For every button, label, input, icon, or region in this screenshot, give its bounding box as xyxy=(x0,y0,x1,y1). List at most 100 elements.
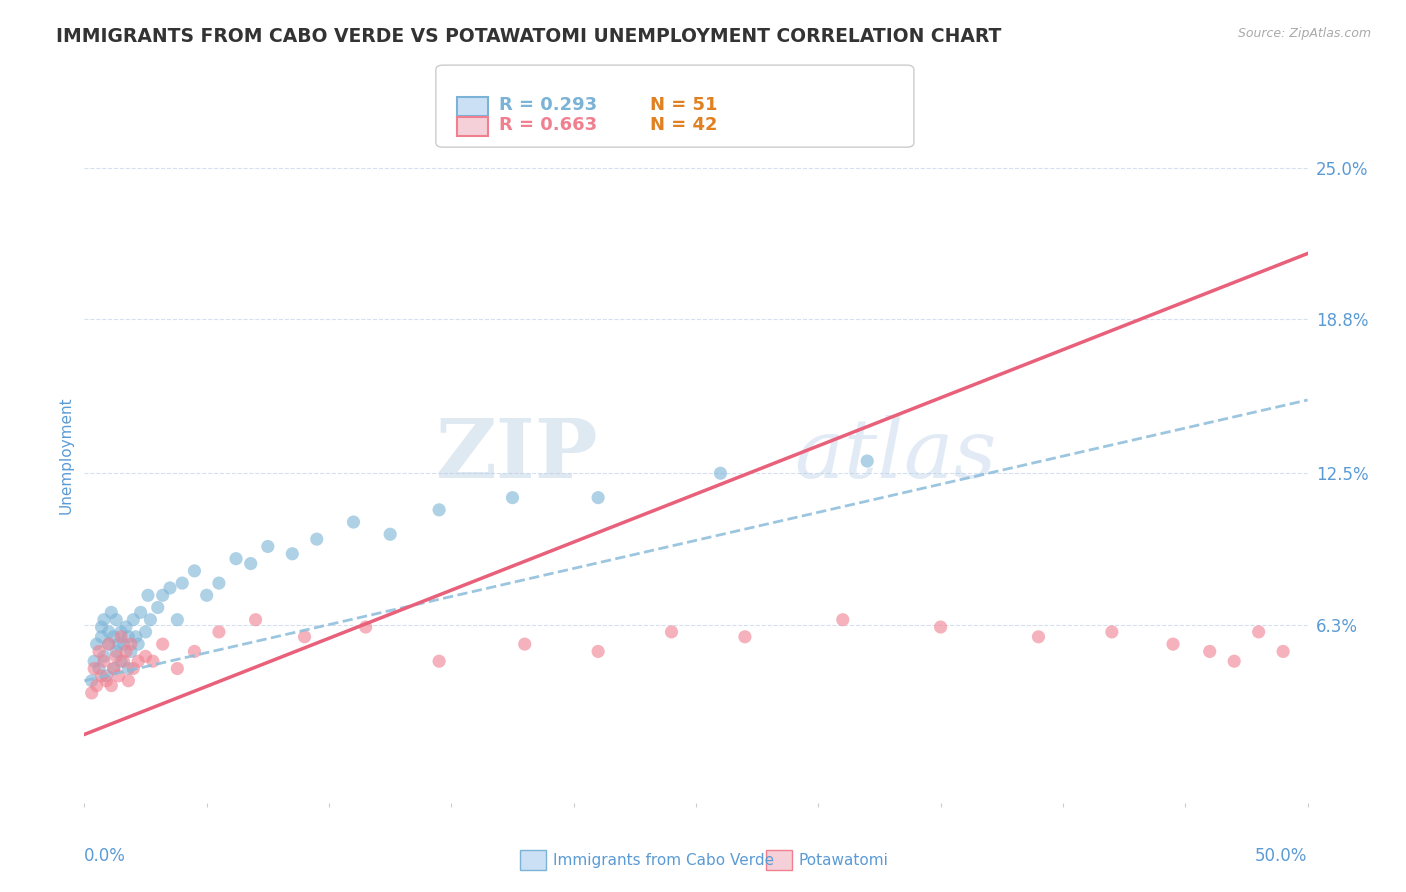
Point xyxy=(112,637,135,651)
Point xyxy=(342,515,364,529)
Point xyxy=(97,637,120,651)
Point xyxy=(129,606,152,620)
Point xyxy=(93,613,115,627)
Point xyxy=(172,576,194,591)
Point xyxy=(112,654,135,668)
Point xyxy=(122,613,145,627)
Point xyxy=(86,679,108,693)
Point xyxy=(136,588,159,602)
Point xyxy=(929,620,952,634)
Text: atlas: atlas xyxy=(794,415,997,495)
Point xyxy=(117,661,139,675)
Point xyxy=(305,532,328,546)
Text: 50.0%: 50.0% xyxy=(1256,847,1308,864)
Point xyxy=(96,669,118,683)
Point xyxy=(83,661,105,675)
Point xyxy=(142,654,165,668)
Point xyxy=(125,630,148,644)
Point xyxy=(257,540,280,554)
Point xyxy=(80,673,103,688)
Point xyxy=(225,551,247,566)
Text: Source: ZipAtlas.com: Source: ZipAtlas.com xyxy=(1237,27,1371,40)
Point xyxy=(427,503,450,517)
Point xyxy=(661,624,683,639)
Point xyxy=(117,630,139,644)
Point xyxy=(354,620,377,634)
Point xyxy=(586,491,609,505)
Point xyxy=(1272,644,1295,658)
Point xyxy=(513,637,536,651)
Point xyxy=(96,673,118,688)
Point xyxy=(166,613,188,627)
Point xyxy=(709,467,731,481)
Text: N = 51: N = 51 xyxy=(650,96,717,114)
Point xyxy=(856,454,879,468)
Point xyxy=(105,613,128,627)
Point xyxy=(100,679,122,693)
Y-axis label: Unemployment: Unemployment xyxy=(58,396,73,514)
Point xyxy=(734,630,756,644)
Point xyxy=(86,637,108,651)
Point xyxy=(1223,654,1246,668)
Text: ZIP: ZIP xyxy=(436,415,598,495)
Point xyxy=(107,669,129,683)
Point xyxy=(135,624,157,639)
Point xyxy=(152,637,174,651)
Point xyxy=(245,613,267,627)
Point xyxy=(90,620,112,634)
Point xyxy=(97,624,120,639)
Point xyxy=(195,588,218,602)
Point xyxy=(117,673,139,688)
Point xyxy=(139,613,162,627)
Point xyxy=(427,654,450,668)
Point xyxy=(1198,644,1220,658)
Point xyxy=(1101,624,1123,639)
Point xyxy=(122,661,145,675)
Point xyxy=(208,624,231,639)
Point xyxy=(239,557,262,571)
Point xyxy=(97,637,120,651)
Point xyxy=(103,661,125,675)
Point xyxy=(105,644,128,658)
Point xyxy=(115,620,138,634)
Point xyxy=(502,491,524,505)
Point xyxy=(1247,624,1270,639)
Point xyxy=(120,637,142,651)
Point xyxy=(100,606,122,620)
Point xyxy=(115,644,138,658)
Point xyxy=(294,630,316,644)
Point xyxy=(80,686,103,700)
Text: N = 42: N = 42 xyxy=(650,116,717,134)
Point xyxy=(586,644,609,658)
Text: Immigrants from Cabo Verde: Immigrants from Cabo Verde xyxy=(553,854,773,868)
Text: 0.0%: 0.0% xyxy=(84,847,127,864)
Point xyxy=(107,637,129,651)
Point xyxy=(380,527,402,541)
Point xyxy=(93,649,115,664)
Point xyxy=(110,624,132,639)
Point xyxy=(110,630,132,644)
Point xyxy=(103,630,125,644)
Point xyxy=(135,649,157,664)
Point xyxy=(281,547,304,561)
Text: Potawatomi: Potawatomi xyxy=(799,854,889,868)
Point xyxy=(152,588,174,602)
Point xyxy=(120,644,142,658)
Point xyxy=(127,654,149,668)
Point xyxy=(183,564,205,578)
Point xyxy=(183,644,205,658)
Point xyxy=(93,654,115,668)
Point xyxy=(90,630,112,644)
Point xyxy=(83,654,105,668)
Point xyxy=(127,637,149,651)
Point xyxy=(1028,630,1050,644)
Point xyxy=(831,613,853,627)
Text: IMMIGRANTS FROM CABO VERDE VS POTAWATOMI UNEMPLOYMENT CORRELATION CHART: IMMIGRANTS FROM CABO VERDE VS POTAWATOMI… xyxy=(56,27,1001,45)
Text: R = 0.293: R = 0.293 xyxy=(499,96,598,114)
Point xyxy=(1161,637,1184,651)
Point xyxy=(87,661,110,675)
Point xyxy=(110,654,132,668)
Point xyxy=(146,600,169,615)
Text: R = 0.663: R = 0.663 xyxy=(499,116,598,134)
Point xyxy=(166,661,188,675)
